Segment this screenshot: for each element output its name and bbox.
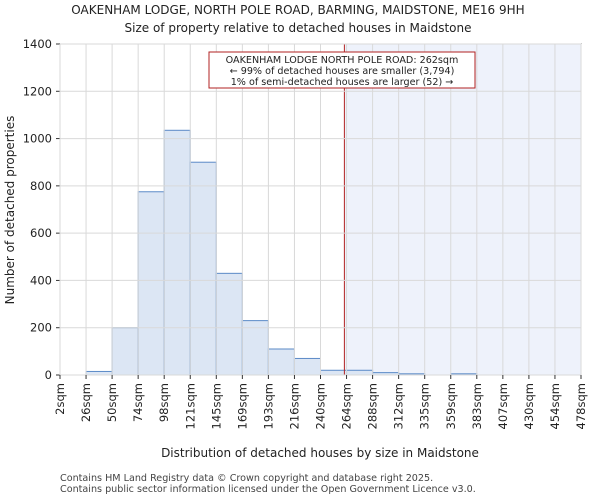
y-tick-label: 400 xyxy=(30,273,52,287)
x-tick-label: 50sqm xyxy=(105,383,119,422)
footer-licence: Contains public sector information licen… xyxy=(60,484,476,495)
larger-property-shade xyxy=(344,44,581,375)
x-tick-label: 335sqm xyxy=(418,383,432,429)
x-tick-label: 98sqm xyxy=(157,383,171,422)
x-tick-label: 145sqm xyxy=(209,383,223,429)
x-axis-label: Distribution of detached houses by size … xyxy=(161,446,479,460)
histogram-bar xyxy=(241,320,269,376)
y-tick-label: 200 xyxy=(30,321,52,335)
histogram-bar xyxy=(85,370,113,376)
x-tick-label: 169sqm xyxy=(235,383,249,429)
x-tick-label: 2sqm xyxy=(53,383,67,415)
x-tick-label: 288sqm xyxy=(366,383,380,429)
x-tick-label: 26sqm xyxy=(79,383,93,422)
y-axis-label: Number of detached properties xyxy=(3,116,17,305)
annotation-line-3: 1% of semi-detached houses are larger (5… xyxy=(231,77,454,88)
y-tick-label: 600 xyxy=(30,226,52,240)
x-tick-label: 121sqm xyxy=(183,383,197,429)
histogram-bar xyxy=(293,357,322,376)
x-tick-label: 478sqm xyxy=(574,383,588,429)
y-tick-label: 1000 xyxy=(23,132,52,146)
y-tick-label: 800 xyxy=(30,179,52,193)
x-tick-label: 74sqm xyxy=(131,383,145,422)
y-axis-ticks: 0 200 400 600 800 1000 1200 1400 xyxy=(23,37,582,382)
chart-title: OAKENHAM LODGE, NORTH POLE ROAD, BARMING… xyxy=(71,3,524,17)
x-tick-label: 216sqm xyxy=(287,383,301,429)
histogram-bar xyxy=(215,272,243,376)
x-tick-label: 240sqm xyxy=(314,383,328,429)
x-tick-label: 430sqm xyxy=(522,383,536,429)
histogram-bar xyxy=(111,327,139,376)
histogram-bar xyxy=(267,348,295,376)
chart-subtitle: Size of property relative to detached ho… xyxy=(125,21,472,35)
histogram-bar xyxy=(163,129,191,376)
annotation-line-2: ← 99% of detached houses are smaller (3,… xyxy=(230,66,455,77)
footer-copyright: Contains HM Land Registry data © Crown c… xyxy=(60,473,434,484)
histogram-bar xyxy=(320,369,348,376)
histogram-bar xyxy=(346,369,374,376)
y-tick-label: 0 xyxy=(45,368,52,382)
histogram-bar xyxy=(137,191,165,376)
x-axis-ticks: 2sqm 26sqm 50sqm 74sqm 98sqm 121sqm 145sqm 169s… xyxy=(53,375,588,429)
histogram-bar xyxy=(189,161,217,376)
x-tick-label: 264sqm xyxy=(340,383,354,429)
annotation-line-1: OAKENHAM LODGE NORTH POLE ROAD: 262sqm xyxy=(226,55,459,66)
y-tick-label: 1200 xyxy=(23,84,52,98)
x-tick-label: 407sqm xyxy=(496,383,510,429)
x-tick-label: 312sqm xyxy=(392,383,406,429)
annotation-box: OAKENHAM LODGE NORTH POLE ROAD: 262sqm ←… xyxy=(208,51,476,89)
x-tick-label: 359sqm xyxy=(444,383,458,429)
x-tick-label: 383sqm xyxy=(470,383,484,429)
y-tick-label: 1400 xyxy=(23,37,52,51)
x-tick-label: 193sqm xyxy=(261,383,275,429)
annotation-frame xyxy=(208,51,476,89)
x-tick-label: 454sqm xyxy=(548,383,562,429)
